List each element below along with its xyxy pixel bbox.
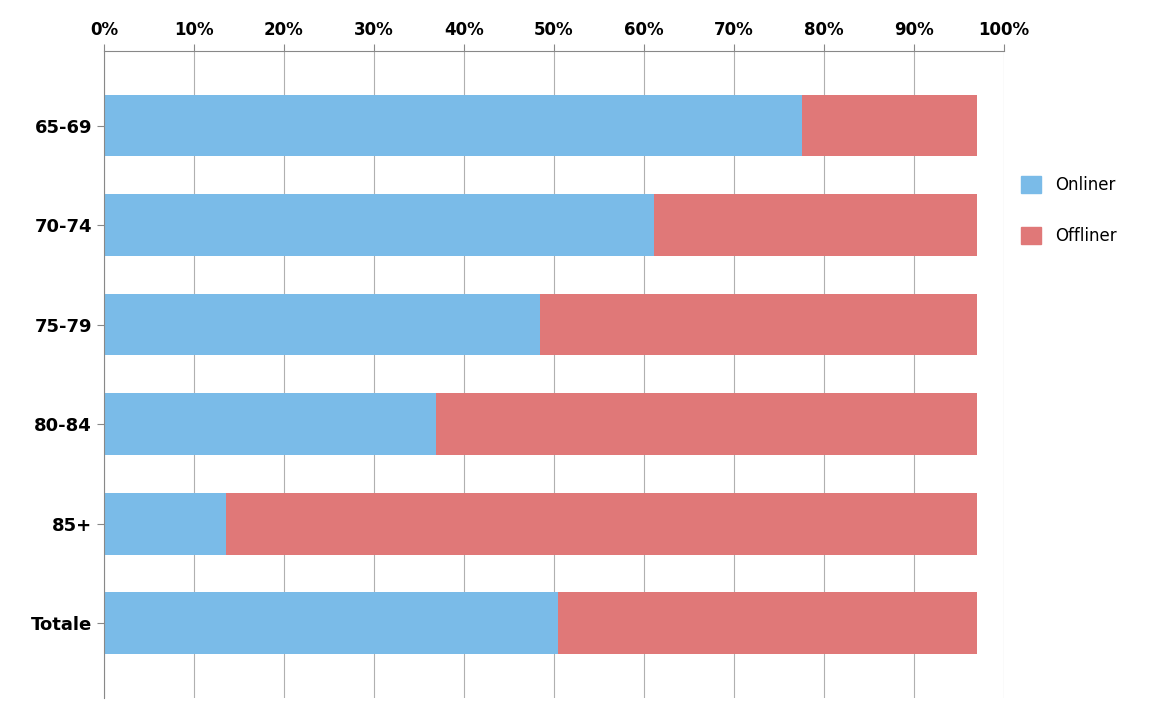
Legend: Onliner, Offliner: Onliner, Offliner bbox=[1021, 176, 1116, 245]
Bar bbox=[557, 593, 977, 654]
Bar bbox=[104, 493, 226, 555]
Bar bbox=[104, 393, 436, 455]
Bar bbox=[436, 393, 977, 455]
Bar bbox=[104, 95, 802, 156]
Bar bbox=[540, 294, 977, 356]
Bar bbox=[104, 593, 557, 654]
Bar bbox=[104, 194, 654, 256]
Bar bbox=[802, 95, 977, 156]
Bar bbox=[654, 194, 977, 256]
Bar bbox=[226, 493, 977, 555]
Bar bbox=[104, 294, 540, 356]
